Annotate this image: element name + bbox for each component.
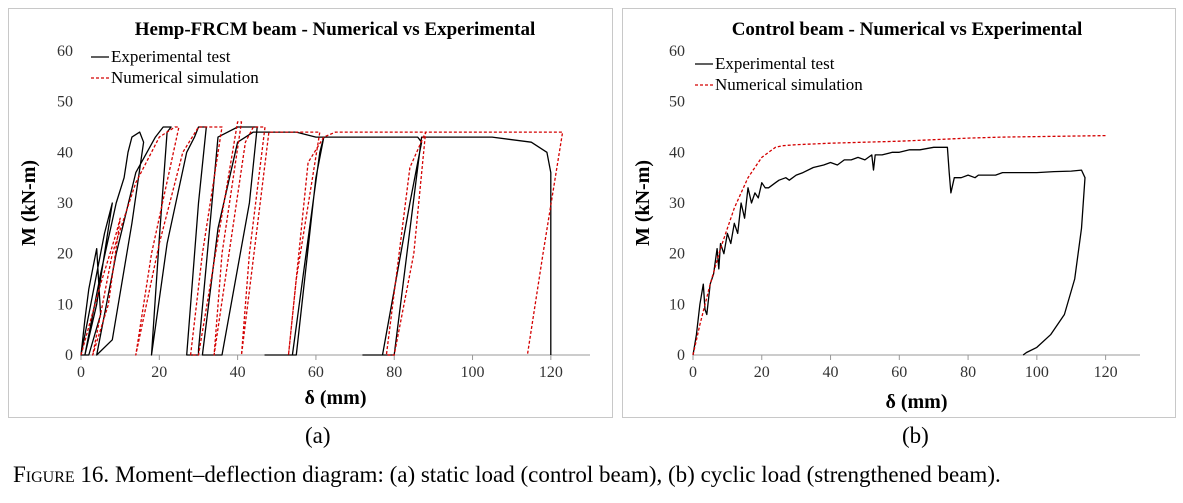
chart-a-title: Hemp-FRCM beam - Numerical vs Experiment…	[135, 19, 536, 40]
chart-b-y-tick-label: 50	[669, 94, 685, 111]
chart-b-series-experimental-line	[692, 146, 1086, 356]
chart-b-legend-label: Experimental test	[715, 54, 835, 73]
chart-a-x-tick-label: 0	[77, 364, 85, 381]
chart-a-x-tick-label: 120	[539, 364, 563, 381]
chart-b-x-axis-title: δ (mm)	[885, 391, 947, 413]
chart-a-x-tick-label: 20	[151, 364, 167, 381]
chart-a-series-numerical-line	[80, 121, 564, 356]
subfigure-label-b: (b)	[902, 423, 929, 448]
chart-b-x-tick-label: 60	[891, 364, 907, 381]
chart-b-y-tick-label: 60	[669, 43, 685, 60]
chart-panel-a: Hemp-FRCM beam - Numerical vs Experiment…	[8, 8, 613, 418]
chart-a-y-tick-label: 20	[57, 246, 73, 263]
chart-b-x-tick-label: 20	[754, 364, 770, 381]
chart-a-series-experimental-line	[80, 126, 552, 356]
chart-a-legend-label: Experimental test	[111, 47, 231, 66]
caption-figure-number: Figure 16.	[13, 462, 110, 487]
chart-a-y-tick-label: 30	[57, 195, 73, 212]
chart-b-y-tick-label: 0	[677, 347, 685, 364]
chart-a-y-axis-title: M (kN-m)	[18, 160, 40, 246]
chart-b-y-axis-title: M (kN-m)	[632, 160, 654, 246]
chart-b-x-tick-label: 0	[689, 364, 697, 381]
figure-caption: Figure 16. Moment–deflection diagram: (a…	[13, 462, 1001, 488]
chart-a-svg: Hemp-FRCM beam - Numerical vs Experiment…	[18, 19, 590, 409]
chart-b-svg: Control beam - Numerical vs Experimental…	[632, 19, 1140, 413]
chart-a-x-tick-label: 80	[386, 364, 402, 381]
subfigure-label-a: (a)	[305, 423, 331, 448]
chart-b-y-tick-label: 40	[669, 144, 685, 161]
chart-a-y-tick-label: 50	[57, 94, 73, 111]
chart-b-x-tick-label: 40	[823, 364, 839, 381]
chart-b-legend-label: Numerical simulation	[715, 75, 863, 94]
chart-a-y-tick-label: 60	[57, 43, 73, 60]
chart-panel-b: Control beam - Numerical vs Experimental…	[622, 8, 1176, 418]
chart-b-x-tick-label: 120	[1094, 364, 1118, 381]
chart-b-y-tick-label: 30	[669, 195, 685, 212]
chart-a-x-tick-label: 40	[230, 364, 246, 381]
chart-a-y-tick-label: 0	[65, 347, 73, 364]
chart-a-x-axis-title: δ (mm)	[304, 387, 366, 409]
chart-a-x-tick-label: 60	[308, 364, 324, 381]
chart-b-series-numerical-line	[692, 134, 1106, 356]
chart-a-x-tick-label: 100	[461, 364, 485, 381]
chart-a-y-tick-label: 40	[57, 144, 73, 161]
chart-b-y-tick-label: 20	[669, 246, 685, 263]
chart-a-legend-label: Numerical simulation	[111, 68, 259, 87]
chart-b-title: Control beam - Numerical vs Experimental	[732, 19, 1083, 40]
caption-text: Moment–deflection diagram: (a) static lo…	[109, 462, 1001, 487]
chart-b-y-tick-label: 10	[669, 296, 685, 313]
chart-b-x-tick-label: 80	[960, 364, 976, 381]
chart-b-x-tick-label: 100	[1025, 364, 1049, 381]
chart-a-y-tick-label: 10	[57, 296, 73, 313]
